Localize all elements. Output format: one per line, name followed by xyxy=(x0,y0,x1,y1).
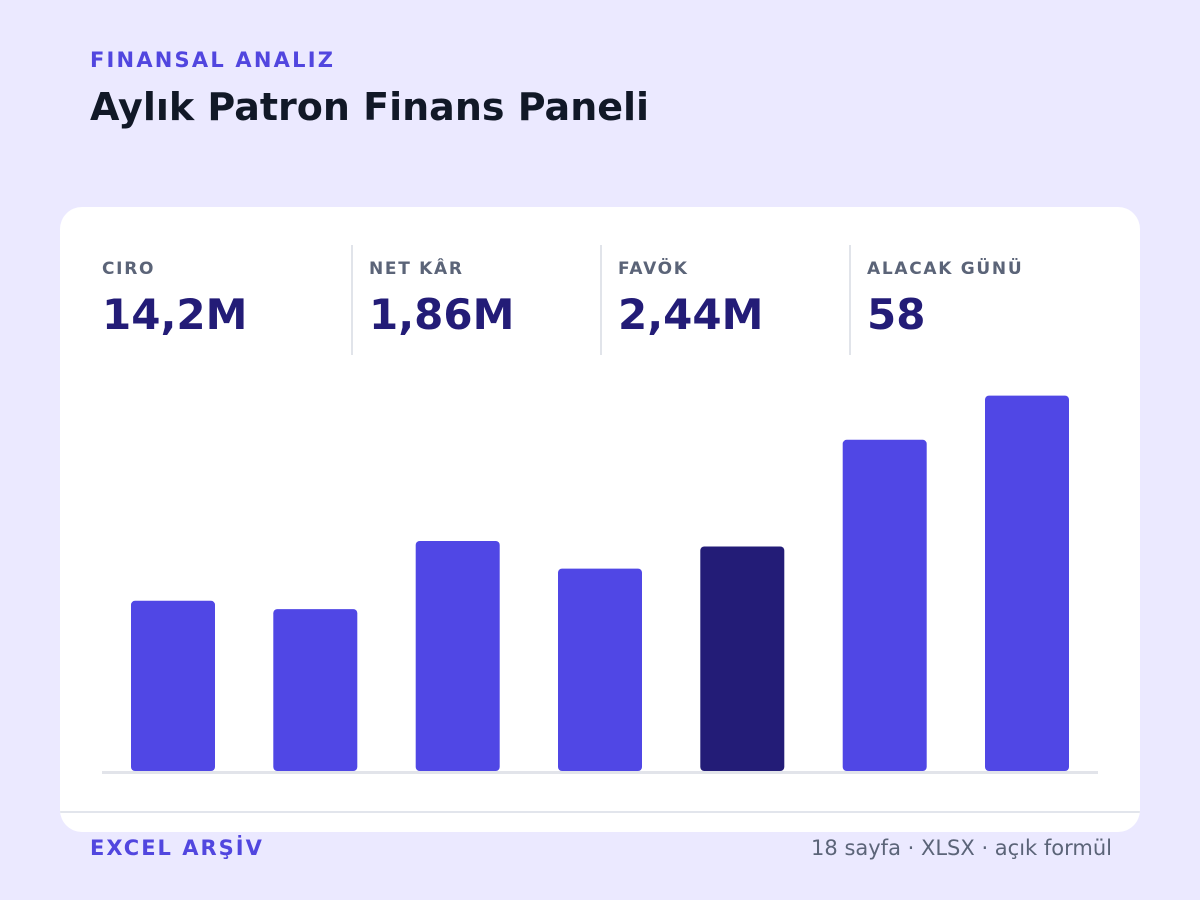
dashboard-card: CIRO 14,2M NET KÂR 1,86M FAVÖK 2,44M ALA… xyxy=(60,207,1140,832)
bar-highlighted xyxy=(700,546,785,771)
kpi-label: NET KÂR xyxy=(369,259,464,279)
kpi-value: 2,44M xyxy=(618,290,764,339)
kpi-alacak-gunu: ALACAK GÜNÜ 58 xyxy=(849,245,1098,355)
bar xyxy=(985,395,1069,771)
kpi-value: 14,2M xyxy=(102,290,248,339)
kpi-favok: FAVÖK 2,44M xyxy=(600,245,849,355)
bar-chart xyxy=(102,395,1098,774)
footer-divider xyxy=(60,811,1140,813)
bar xyxy=(842,439,927,771)
kpi-row: CIRO 14,2M NET KÂR 1,86M FAVÖK 2,44M ALA… xyxy=(102,245,1098,355)
kpi-label: CIRO xyxy=(102,259,156,279)
footer-meta: 18 sayfa · XLSX · açık formül xyxy=(811,836,1112,860)
kpi-label: ALACAK GÜNÜ xyxy=(867,259,1024,279)
kpi-value: 1,86M xyxy=(369,290,515,339)
page-eyebrow: FINANSAL ANALIZ xyxy=(90,48,336,72)
footer-source: EXCEL ARŞİV xyxy=(90,836,264,860)
x-axis-baseline xyxy=(102,771,1098,774)
page-title: Aylık Patron Finans Paneli xyxy=(90,85,650,129)
kpi-net-kar: NET KÂR 1,86M xyxy=(351,245,600,355)
bar xyxy=(273,609,358,771)
bar xyxy=(558,568,642,771)
bar xyxy=(415,541,500,771)
kpi-ciro: CIRO 14,2M xyxy=(102,245,351,355)
kpi-label: FAVÖK xyxy=(618,259,689,279)
bar xyxy=(131,600,215,771)
kpi-value: 58 xyxy=(867,290,926,339)
page-header: FINANSAL ANALIZ Aylık Patron Finans Pane… xyxy=(90,46,649,135)
